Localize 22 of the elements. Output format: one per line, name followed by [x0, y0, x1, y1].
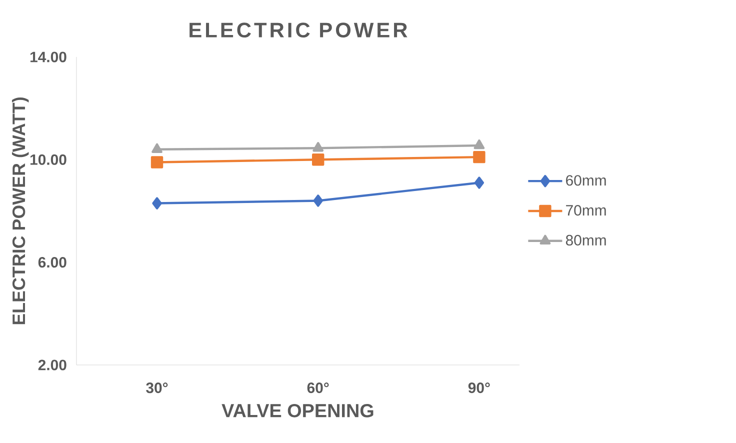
x-tick-label: 90° [468, 382, 490, 394]
legend-label: 80mm [566, 234, 606, 246]
x-tick-label: 30° [146, 382, 168, 394]
point [312, 154, 324, 166]
y-tick-label: 10.00 [30, 154, 66, 165]
x-tick-label: 60° [307, 382, 329, 394]
point [474, 176, 484, 189]
point [150, 156, 164, 168]
y-tick-label: 2.00 [38, 360, 66, 370]
y-axis-title: ELECTRIC POWER (WATT) [12, 97, 29, 324]
legend-label: 60mm [566, 175, 606, 186]
y-tick-label: 6.00 [38, 257, 66, 268]
point [313, 194, 323, 207]
point [473, 150, 486, 164]
point [312, 142, 324, 152]
legend-label: 70mm [566, 205, 606, 216]
x-axis-title: VALVE OPENING [222, 404, 374, 418]
y-tick-label: 14.00 [30, 52, 66, 62]
point [152, 143, 162, 153]
point [152, 197, 162, 210]
point [474, 139, 485, 150]
chart-title: ELECTRIC POWER [190, 22, 408, 38]
